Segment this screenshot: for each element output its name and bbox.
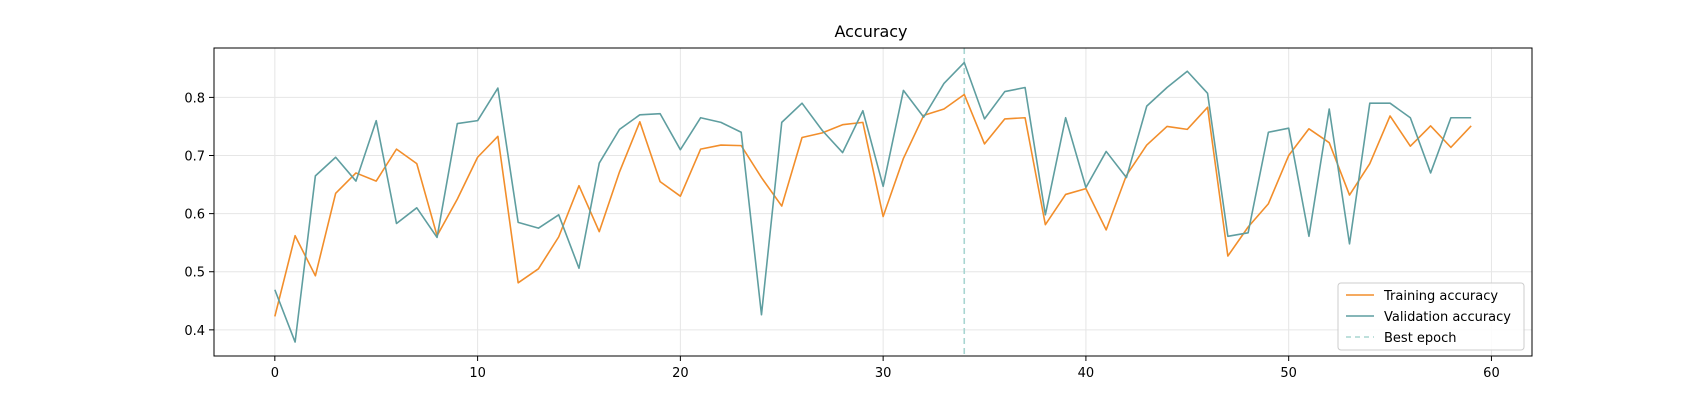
x-tick-label: 60: [1483, 366, 1500, 381]
plot-frame: [213, 47, 1533, 357]
legend-box: [1337, 282, 1525, 351]
x-tick-label: 40: [1078, 366, 1095, 381]
series-lines: [274, 61, 1472, 343]
x-axis-ticks: 0 10 20 30 40 50 60: [271, 356, 1500, 381]
y-tick-label: 0.6: [184, 208, 205, 223]
x-tick-label: 50: [1280, 366, 1297, 381]
x-tick-label: 30: [875, 366, 892, 381]
legend-label-best-epoch: Best epoch: [1384, 331, 1457, 346]
y-tick-label: 0.8: [184, 91, 205, 106]
series-line-validation: [274, 61, 1472, 343]
x-tick-label: 10: [469, 366, 486, 381]
y-axis-ticks: 0.4 0.5 0.6 0.7 0.8: [184, 91, 214, 339]
x-tick-label: 20: [672, 366, 689, 381]
legend-label-training: Training accuracy: [1383, 289, 1498, 304]
series-line-training: [274, 93, 1472, 317]
y-tick-label: 0.4: [184, 324, 205, 339]
legend: Training accuracy Validation accuracy Be…: [1337, 282, 1525, 351]
x-tick-label: 0: [271, 366, 279, 381]
y-tick-label: 0.7: [184, 150, 205, 165]
y-tick-label: 0.5: [184, 266, 205, 281]
chart-title: Accuracy: [834, 22, 907, 41]
legend-label-validation: Validation accuracy: [1384, 310, 1511, 325]
